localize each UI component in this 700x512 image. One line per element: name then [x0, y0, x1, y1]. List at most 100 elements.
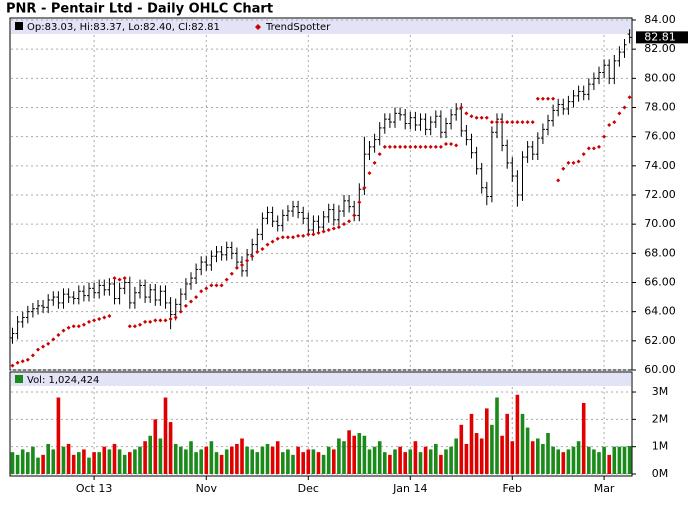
volume-bar [372, 446, 377, 474]
trendspotter-dot [240, 263, 244, 267]
volume-bar [485, 408, 489, 474]
volume-bar [571, 446, 576, 474]
volume-bar [337, 438, 341, 474]
volume-bar [301, 452, 305, 474]
volume-bar [311, 449, 316, 474]
last-price-tag [636, 31, 688, 44]
trendspotter-dot [546, 96, 550, 101]
trendspotter-dot [204, 286, 209, 291]
volume-bar [576, 441, 581, 474]
last-price-label: 82.81 [644, 30, 676, 43]
volume-legend-strip [11, 373, 631, 386]
x-tick-label: Nov [196, 482, 218, 495]
volume-bar [357, 433, 362, 474]
trendspotter-dot [597, 144, 601, 149]
volume-bar [291, 454, 295, 474]
y-tick-label: 78.00 [644, 101, 676, 114]
trendspotter-dot [484, 115, 489, 120]
trendspotter-dot [627, 95, 632, 100]
volume-bar [479, 438, 484, 474]
trendspotter-dot [571, 160, 576, 165]
y-tick-label: 0M [652, 467, 669, 480]
y-tick-label: 82.00 [644, 42, 676, 55]
trendspotter-dot [291, 235, 295, 240]
trendspotter-dot [469, 114, 474, 119]
y-tick-label: 80.00 [644, 71, 676, 84]
volume-bar [71, 454, 76, 474]
volume-bar [235, 443, 239, 474]
volume-bar [525, 427, 530, 474]
volume-bar [77, 452, 81, 474]
x-tick-label: Oct 13 [76, 482, 113, 495]
volume-bar [128, 452, 132, 474]
volume-bar [189, 441, 193, 474]
volume-bar [464, 443, 469, 474]
volume-bar [454, 438, 458, 474]
trendspotter-dot [260, 246, 265, 251]
trendspotter-legend-text: TrendSpotter [265, 22, 331, 33]
trendspotter-dot [250, 254, 255, 259]
y-tick-label: 84.00 [644, 13, 676, 26]
volume-bar [459, 424, 464, 474]
volume-bar [536, 438, 540, 474]
volume-bar [245, 446, 249, 474]
volume-bar [153, 419, 158, 474]
trendspotter-dot [551, 96, 556, 101]
volume-bar [490, 424, 494, 474]
trendspotter-dot [107, 314, 112, 319]
volume-bar [199, 449, 203, 474]
y-tick-label: 68.00 [644, 246, 676, 259]
trendspotter-dot [178, 309, 183, 314]
volume-bar [398, 446, 402, 474]
volume-bar [495, 397, 499, 474]
trendspotter-dot [479, 115, 484, 120]
volume-bar [530, 441, 535, 474]
x-tick-label: Jan 14 [392, 482, 427, 495]
trendspotter-dot [285, 235, 290, 240]
volume-bar [281, 452, 285, 474]
trendspotter-dot [30, 353, 35, 358]
volume-bar [107, 449, 112, 474]
volume-bar [551, 446, 555, 474]
trendspotter-dot [326, 228, 331, 232]
trendspotter-dot [454, 143, 459, 148]
volume-bar [581, 402, 586, 474]
volume-bar [36, 457, 40, 474]
trendspotter-dot [168, 316, 173, 321]
volume-bar [321, 454, 326, 474]
trendspotter-dot [515, 120, 520, 125]
trendspotter-dot [525, 120, 530, 125]
volume-bar [138, 446, 142, 474]
trendspotter-dot [81, 322, 86, 327]
x-tick-label: Mar [594, 482, 615, 495]
trendspotter-dot [127, 324, 132, 329]
volume-bar [388, 454, 392, 474]
trendspotter-dot [331, 226, 336, 231]
volume-bar [270, 446, 275, 474]
trendspotter-dot [362, 185, 367, 190]
volume-bar [612, 446, 617, 474]
volume-bar [66, 443, 71, 474]
ohlc-legend-icon [15, 22, 23, 30]
volume-bar [20, 449, 25, 474]
price-legend-strip [11, 19, 631, 34]
trendspotter-dot [449, 141, 454, 146]
trendspotter-dot [25, 357, 30, 362]
volume-bar [56, 397, 61, 474]
trendspotter-dot [51, 337, 56, 342]
volume-bar [383, 452, 387, 474]
y-tick-label: 2M [652, 412, 669, 425]
trendspotter-dot [306, 232, 311, 237]
volume-bar [505, 413, 509, 474]
trendspotter-dot [163, 318, 168, 323]
volume-bar [209, 441, 214, 474]
y-tick-label: 1M [652, 440, 669, 453]
trendspotter-dot [41, 344, 46, 349]
trendspotter-dot [336, 225, 341, 230]
volume-bar [449, 446, 453, 474]
trendspotter-dot [234, 265, 239, 270]
trendspotter-dot [280, 235, 285, 240]
trendspotter-dot [275, 236, 280, 241]
trendspotter-dot [316, 230, 321, 235]
